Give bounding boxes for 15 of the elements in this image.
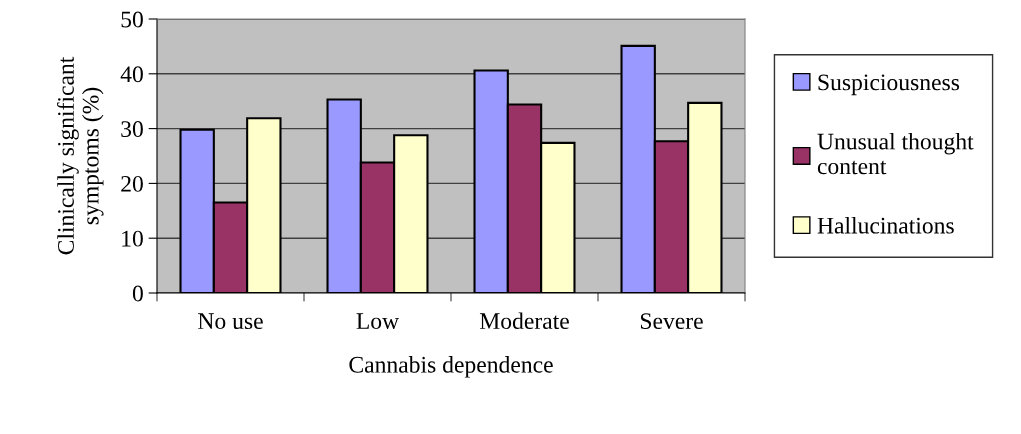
y-tick-label: 50 — [121, 11, 143, 28]
legend-label: Unusual thought content — [817, 132, 974, 175]
x-tick-label: Low — [356, 313, 400, 330]
y-tick-label: 30 — [121, 121, 143, 138]
x-tick-label: Severe — [640, 313, 703, 330]
x-tick-label: Moderate — [479, 312, 569, 330]
y-tick-label: 10 — [122, 230, 143, 247]
y-axis-title: Clinically significant symptoms (%) — [57, 56, 104, 255]
y-tick-label: 20 — [121, 175, 143, 192]
y-tick-label: 40 — [120, 66, 143, 83]
x-tick-label: No use — [198, 313, 263, 330]
x-axis-title: Cannabis dependence — [349, 356, 553, 378]
y-tick-label: 0 — [132, 285, 143, 302]
legend-label: Suspiciousness — [818, 74, 960, 96]
legend-label: Hallucinations — [817, 217, 954, 234]
